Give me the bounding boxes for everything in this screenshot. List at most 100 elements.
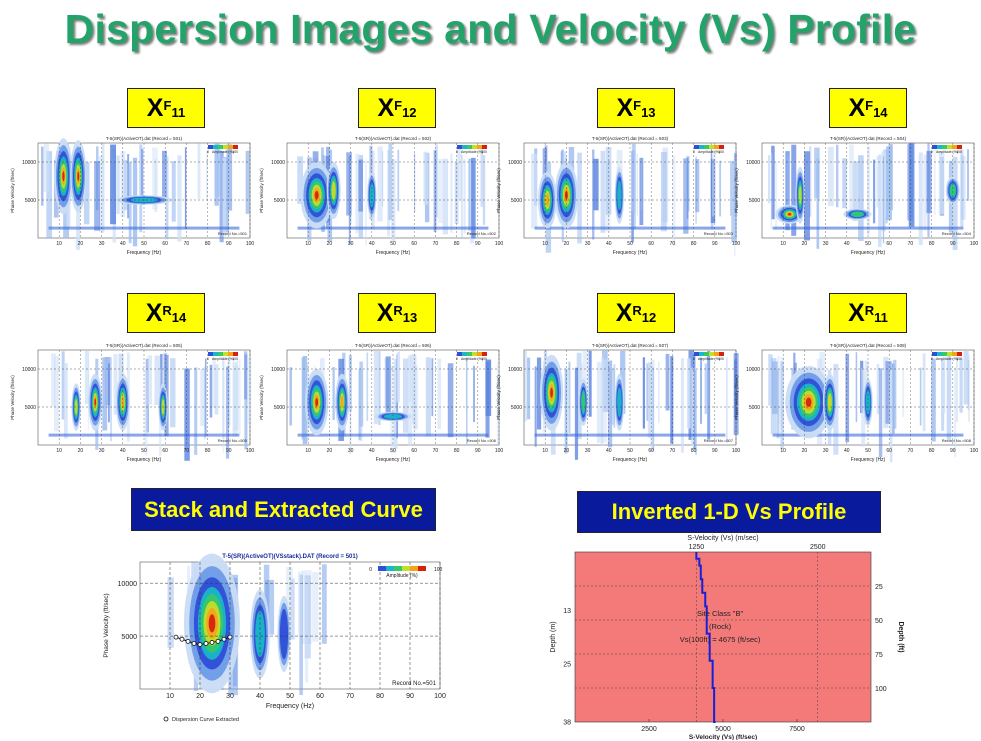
y-tick-label: 5000 <box>749 405 760 411</box>
energy-streak <box>588 350 592 417</box>
x-tick-label: 20 <box>327 241 333 247</box>
right-axis-label: Depth (ft) <box>897 621 904 652</box>
energy-contour <box>617 180 622 211</box>
energy-streak <box>636 153 638 216</box>
colorbar-label: Amplitude (%) <box>212 150 234 154</box>
energy-streak <box>712 150 716 217</box>
x-tick-label: 10 <box>542 448 548 454</box>
chart-title: T-5(SR)(ActiveOT).dat (Record = 505) <box>106 343 183 348</box>
energy-streak <box>108 363 110 423</box>
colorbar-min: 0 <box>931 357 933 361</box>
dispersion-curve-point <box>197 642 203 647</box>
colorbar-segment <box>957 145 962 149</box>
energy-streak <box>194 367 198 455</box>
colorbar-segment <box>378 566 386 571</box>
energy-streak <box>686 157 689 219</box>
energy-streak <box>461 154 463 239</box>
chart-title: T-5(SR)(ActiveOT).dat (Record = 508) <box>830 343 907 348</box>
left-tick-label: 13 <box>563 608 571 615</box>
energy-streak <box>321 564 327 644</box>
plot-area <box>523 349 739 460</box>
energy-contour <box>383 414 403 419</box>
energy-streak <box>177 155 182 242</box>
y-tick-label: 10000 <box>118 581 138 588</box>
energy-streak <box>184 147 187 229</box>
energy-streak <box>885 361 892 424</box>
x-tick-label: 60 <box>162 448 168 454</box>
chart-title: T-5(SR)(ActiveOT).dat (Record = 507) <box>592 343 669 348</box>
energy-streak <box>836 144 839 208</box>
energy-streak <box>214 143 219 206</box>
x-tick-label: 80 <box>454 241 460 247</box>
energy-streak <box>289 367 292 426</box>
energy-streak <box>162 150 167 200</box>
colorbar-segment <box>947 145 952 149</box>
x-tick-label: 80 <box>691 448 697 454</box>
colorbar-segment <box>942 145 947 149</box>
x-tick-label: 100 <box>246 448 254 454</box>
energy-streak <box>613 364 616 428</box>
colorbar-segment <box>694 352 699 356</box>
energy-streak <box>632 143 636 230</box>
energy-streak <box>647 362 652 438</box>
y-axis-label: Phase Velocity (ft/sec) <box>734 168 739 213</box>
energy-streak <box>265 579 275 635</box>
y-tick-label: 5000 <box>121 634 137 641</box>
colorbar-label: Amplitude (%) <box>461 357 483 361</box>
energy-streak <box>680 358 684 453</box>
x-tick-label: 90 <box>712 448 718 454</box>
top-axis-label: S-Velocity (Vs) (m/sec) <box>687 535 758 542</box>
energy-streak <box>609 368 615 425</box>
energy-streak <box>471 157 476 239</box>
x-tick-label: 40 <box>844 241 850 247</box>
energy-streak <box>907 144 914 221</box>
energy-streak <box>99 156 105 232</box>
plot-area <box>523 142 737 256</box>
y-tick-label: 5000 <box>511 198 522 204</box>
energy-streak <box>733 353 739 435</box>
colorbar-segment <box>704 145 709 149</box>
energy-contour <box>340 395 344 409</box>
energy-streak <box>365 159 367 246</box>
stack-chart: T-5(SR)(ActiveOT)(VSstack).DAT (Record =… <box>96 550 446 725</box>
energy-streak <box>770 153 773 229</box>
x-tick-label: 60 <box>162 241 168 247</box>
colorbar-segment <box>714 145 719 149</box>
chart-title: T-5(SR)(ActiveOT).dat (Record = 503) <box>592 136 669 141</box>
x-tick-label: 30 <box>585 448 591 454</box>
energy-streak <box>394 358 399 435</box>
energy-streak <box>926 150 932 214</box>
energy-streak <box>693 355 696 450</box>
colorbar-segment <box>719 145 724 149</box>
dispersion-image-xr13: T-5(SR)(ActiveOT).dat (Record = 506) 1000… <box>257 340 503 465</box>
energy-streak <box>731 161 737 243</box>
colorbar-segment <box>208 145 213 149</box>
colorbar-max: 100 <box>232 357 238 361</box>
x-tick-label: 20 <box>78 448 84 454</box>
x-tick-label: 100 <box>246 241 254 247</box>
energy-contour <box>798 186 802 205</box>
record-label: Record No.=501 <box>218 231 248 236</box>
x-tick-label: 100 <box>434 693 446 700</box>
y-tick-label: 5000 <box>25 198 36 204</box>
left-axis-label: Depth (m) <box>550 621 557 652</box>
x-tick-label: 70 <box>433 241 439 247</box>
x-tick-label: 100 <box>970 241 978 247</box>
energy-streak <box>94 161 101 231</box>
colorbar-segment <box>467 145 472 149</box>
dispersion-image-xf11: T-5(SR)(ActiveOT).dat (Record = 501) 1000… <box>8 133 254 258</box>
plot-area <box>37 349 252 461</box>
energy-streak <box>214 364 219 415</box>
energy-streak <box>245 150 250 214</box>
energy-streak <box>43 143 49 193</box>
colorbar-label: Amplitude (%) <box>212 357 234 361</box>
colorbar-segment <box>472 352 477 356</box>
x-tick-label: 60 <box>886 241 892 247</box>
legend-label: Dispersion Curve Extracted <box>172 717 239 723</box>
profile-plot-area <box>574 551 872 723</box>
colorbar-max: 100 <box>718 150 724 154</box>
energy-contour <box>581 392 586 413</box>
energy-streak <box>226 144 233 211</box>
energy-streak <box>568 361 571 433</box>
dispersion-image-xf12: T-5(SR)(ActiveOT).dat (Record = 502) 1000… <box>257 133 503 258</box>
